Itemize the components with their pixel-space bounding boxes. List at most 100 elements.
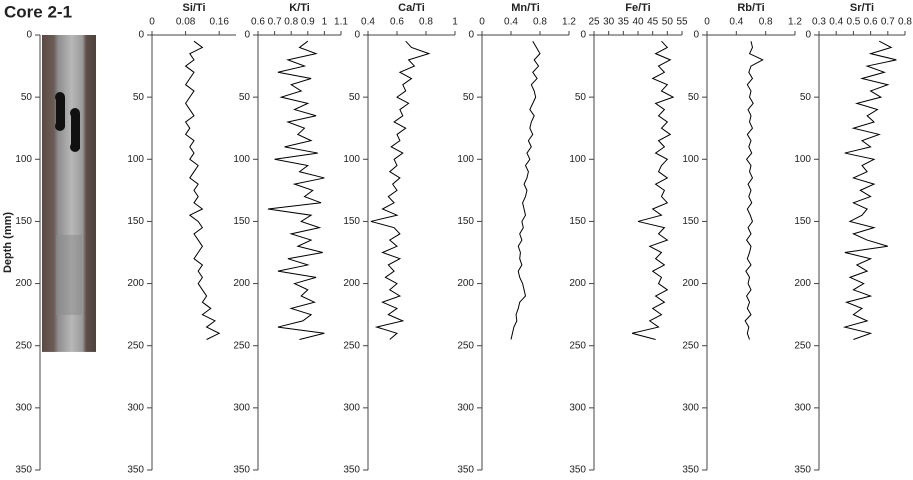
y-tick-label: 350: [457, 465, 474, 476]
panel-title: Si/Ti: [182, 2, 205, 14]
x-tick-label: 0.4: [729, 17, 743, 28]
y-tick-label: 200: [15, 278, 32, 289]
x-tick-label: 55: [676, 17, 688, 28]
y-tick-label: 250: [343, 340, 360, 351]
y-tick-label: 50: [800, 92, 812, 103]
y-tick-label: 0: [805, 30, 811, 41]
x-tick-label: 1.2: [562, 17, 576, 28]
y-tick-label: 0: [693, 30, 699, 41]
x-tick-label: 0.3: [812, 17, 826, 28]
x-tick-label: 0.08: [176, 17, 196, 28]
y-tick-label: 250: [794, 340, 811, 351]
y-tick-label: 250: [457, 340, 474, 351]
profile-line: [632, 40, 675, 340]
y-tick-label: 200: [127, 278, 144, 289]
y-tick-label: 100: [15, 154, 32, 165]
y-tick-label: 0: [468, 30, 474, 41]
y-tick-label: 50: [575, 92, 587, 103]
y-tick-label: 150: [343, 216, 360, 227]
x-tick-label: 0.7: [268, 17, 282, 28]
y-tick-label: 0: [138, 30, 144, 41]
y-tick-label: 300: [682, 402, 699, 413]
x-tick-label: 0.16: [209, 17, 229, 28]
profile-line: [267, 40, 325, 340]
x-tick-label: 25: [588, 17, 600, 28]
profile-line: [510, 40, 541, 340]
panel-title: Rb/Ti: [737, 2, 764, 14]
y-tick-label: 300: [233, 402, 250, 413]
y-tick-label: 0: [580, 30, 586, 41]
y-tick-label: 150: [233, 216, 250, 227]
y-tick-label: 350: [343, 465, 360, 476]
y-tick-label: 100: [682, 154, 699, 165]
x-tick-label: 0.4: [504, 17, 518, 28]
y-tick-label: 100: [569, 154, 586, 165]
y-tick-label: 200: [233, 278, 250, 289]
y-tick-label: 100: [233, 154, 250, 165]
x-tick-label: 1: [322, 17, 328, 28]
y-tick-label: 200: [682, 278, 699, 289]
x-tick-label: 1.2: [788, 17, 802, 28]
profile-line: [184, 40, 221, 340]
core-tape: [56, 97, 65, 127]
y-tick-label: 50: [349, 92, 361, 103]
y-tick-label: 250: [233, 340, 250, 351]
panel-title: K/Ti: [289, 2, 310, 14]
y-tick-label: 350: [569, 465, 586, 476]
y-tick-label: 150: [127, 216, 144, 227]
y-tick-label: 250: [569, 340, 586, 351]
y-tick-label: 350: [127, 465, 144, 476]
y-tick-label: 0: [244, 30, 250, 41]
panel-title: Fe/Ti: [625, 2, 650, 14]
x-tick-label: 0: [704, 17, 710, 28]
profile-line: [370, 40, 431, 340]
x-tick-label: 0: [149, 17, 155, 28]
x-tick-label: 0.7: [881, 17, 895, 28]
x-tick-label: 0.6: [390, 17, 404, 28]
y-tick-label: 200: [457, 278, 474, 289]
y-tick-label: 350: [15, 465, 32, 476]
x-tick-label: 0.6: [251, 17, 265, 28]
y-tick-label: 200: [794, 278, 811, 289]
y-tick-label: 300: [569, 402, 586, 413]
y-tick-label: 150: [457, 216, 474, 227]
y-tick-label: 150: [682, 216, 699, 227]
y-tick-label: 50: [21, 92, 33, 103]
core-band: [56, 235, 82, 315]
y-tick-label: 50: [239, 92, 251, 103]
x-tick-label: 50: [662, 17, 674, 28]
panel-title: Mn/Ti: [511, 2, 540, 14]
x-tick-label: 30: [603, 17, 615, 28]
y-tick-label: 150: [15, 216, 32, 227]
y-tick-label: 100: [127, 154, 144, 165]
y-tick-label: 50: [463, 92, 475, 103]
profile-line: [842, 40, 897, 340]
y-axis-label: Depth (mm): [2, 212, 14, 273]
core-marker: [70, 108, 80, 118]
y-tick-label: 300: [15, 402, 32, 413]
x-tick-label: 40: [632, 17, 644, 28]
y-tick-label: 250: [127, 340, 144, 351]
core-tape: [71, 113, 80, 149]
y-tick-label: 100: [457, 154, 474, 165]
x-tick-label: 0.8: [419, 17, 433, 28]
y-tick-label: 300: [343, 402, 360, 413]
y-tick-label: 300: [127, 402, 144, 413]
x-tick-label: 0.8: [284, 17, 298, 28]
y-tick-label: 200: [343, 278, 360, 289]
y-tick-label: 350: [794, 465, 811, 476]
y-tick-label: 150: [794, 216, 811, 227]
x-tick-label: 35: [618, 17, 630, 28]
chart-title: Core 2-1: [4, 2, 72, 21]
y-tick-label: 300: [457, 402, 474, 413]
x-tick-label: 0.8: [533, 17, 547, 28]
y-tick-label: 0: [26, 30, 32, 41]
y-tick-label: 150: [569, 216, 586, 227]
x-tick-label: 0.4: [361, 17, 375, 28]
panel-title: Sr/Ti: [850, 2, 874, 14]
x-tick-label: 0.5: [846, 17, 860, 28]
x-tick-label: 0.6: [864, 17, 878, 28]
y-tick-label: 100: [794, 154, 811, 165]
y-tick-label: 250: [15, 340, 32, 351]
